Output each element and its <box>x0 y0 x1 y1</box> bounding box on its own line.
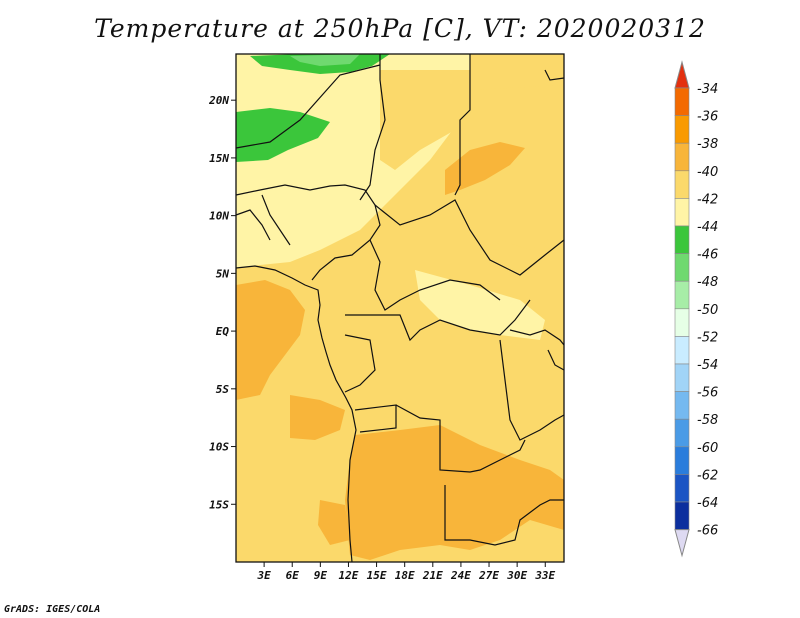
lat-tick-label: 15S <box>209 498 229 511</box>
colorbar-label: -66 <box>697 524 718 539</box>
lon-tick-label: 9E <box>314 569 328 582</box>
colorbar-label: -52 <box>697 330 718 345</box>
lat-tick-label: 10S <box>209 441 229 454</box>
colorbar-label: -60 <box>697 441 718 456</box>
colorbar-swatch <box>674 336 690 365</box>
border-line <box>444 485 564 546</box>
colorbar-bottom-arrow <box>674 529 690 558</box>
colorbar: -34 -36 -38 -40 -42 -44 -46 -48 -50 -52 -54 -56 -58 -… <box>674 60 718 558</box>
temperature-field <box>236 54 564 562</box>
colorbar-label: -54 <box>697 358 718 373</box>
colorbar-swatch <box>674 501 690 530</box>
colorbar-label: -38 <box>697 137 718 152</box>
lat-tick-label: 10N <box>209 210 229 223</box>
lon-tick-label: 15E <box>367 569 387 582</box>
lon-tick-label: 6E <box>286 569 300 582</box>
lon-tick-label: 3E <box>256 569 271 582</box>
border-line <box>359 54 386 201</box>
lon-tick-label: 21E <box>422 569 443 582</box>
colorbar-swatch <box>674 474 690 503</box>
border-line <box>354 404 397 433</box>
colorbar-swatch <box>674 115 690 144</box>
colorbar-label: -36 <box>697 110 718 125</box>
border-line <box>261 194 291 246</box>
colorbar-swatch <box>674 198 690 227</box>
colorbar-swatch <box>674 280 690 310</box>
border-line <box>235 184 381 281</box>
border-line <box>454 54 471 196</box>
colorbar-swatch <box>674 87 690 116</box>
colorbar-label: -40 <box>697 165 718 180</box>
border-line <box>345 299 531 342</box>
field-green-46 <box>290 54 360 66</box>
colorbar-label: -56 <box>697 386 718 401</box>
lat-tick-label: 15N <box>209 152 229 165</box>
lon-tick-label: 33E <box>534 569 555 582</box>
field-band-40-ne <box>455 85 564 250</box>
lon-axis: 3E 6E 9E 12E 15E 18E 21E 24E 27E 30E 33E <box>256 562 556 582</box>
lon-tick-label: 30E <box>506 569 527 582</box>
colorbar-label: -50 <box>697 303 718 318</box>
colorbar-label: -34 <box>697 82 718 97</box>
credit-text: GrADS: IGES/COLA <box>4 604 101 615</box>
border-line <box>344 334 376 393</box>
field-orange-south <box>345 425 564 560</box>
colorbar-label: -58 <box>697 413 718 428</box>
lat-tick-label: 5S <box>216 383 230 396</box>
colorbar-label: -64 <box>697 496 718 511</box>
lon-tick-label: 18E <box>395 569 415 582</box>
field-green-44 <box>236 108 330 162</box>
field-orange-west <box>236 280 305 400</box>
colorbar-swatch <box>674 308 690 337</box>
border-line <box>374 199 565 276</box>
field-orange-sw <box>318 500 350 545</box>
lon-tick-label: 24E <box>450 569 471 582</box>
border-line <box>369 239 501 311</box>
lat-tick-label: 5N <box>216 267 230 280</box>
colorbar-swatch <box>674 363 690 392</box>
colorbar-swatch <box>674 418 690 448</box>
colorbar-label: -62 <box>697 468 718 483</box>
colorbar-swatch <box>674 446 690 475</box>
lon-tick-label: 12E <box>339 569 359 582</box>
border-line <box>235 265 357 563</box>
colorbar-swatch <box>674 142 690 172</box>
border-line <box>235 209 271 241</box>
border-line <box>235 64 381 149</box>
colorbar-swatch <box>674 170 690 199</box>
border-line <box>544 69 565 81</box>
colorbar-swatch <box>674 391 690 420</box>
colorbar-top-arrow <box>674 60 690 89</box>
lat-tick-label: 20N <box>208 94 229 107</box>
map-borders <box>235 54 565 563</box>
lon-tick-label: 27E <box>478 569 499 582</box>
border-line <box>395 404 526 473</box>
colorbar-label: -42 <box>697 192 718 207</box>
colorbar-swatch <box>674 225 690 254</box>
lat-axis: 20N 15N 10N 5N EQ 5S 10S 15S <box>208 94 236 511</box>
lat-tick-label: EQ <box>216 325 230 338</box>
border-line <box>499 339 565 441</box>
map-title: Temperature at 250hPa [C], VT: 202002031… <box>94 14 706 43</box>
colorbar-label: -46 <box>697 248 718 263</box>
field-band-40-sahara <box>380 70 470 170</box>
map-frame <box>235 53 565 563</box>
colorbar-swatch <box>674 253 690 282</box>
border-line <box>547 349 565 371</box>
field-orange-gulf <box>290 395 345 440</box>
field-orange-ne <box>445 142 525 195</box>
colorbar-label: -48 <box>697 275 718 290</box>
border-line <box>509 329 565 346</box>
colorbar-label: -44 <box>697 220 718 235</box>
